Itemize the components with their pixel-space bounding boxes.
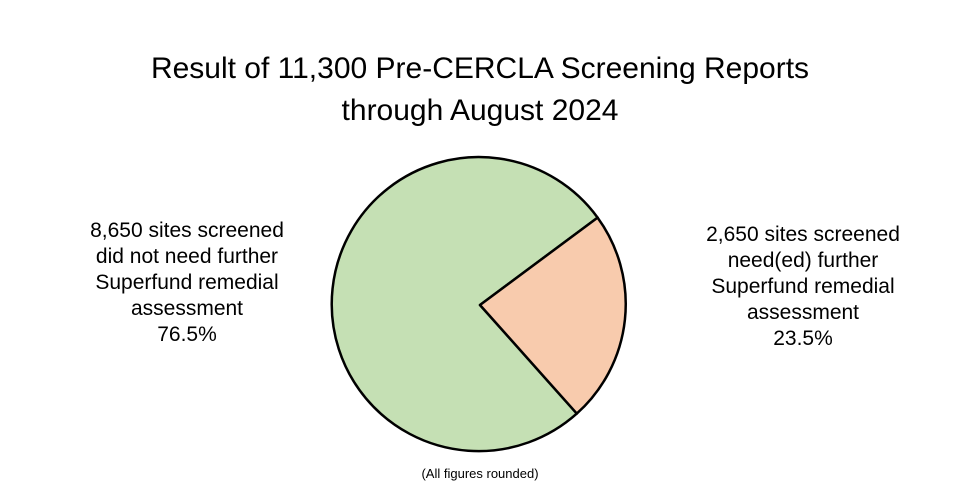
label-percent: 76.5% — [157, 323, 217, 346]
label-line: did not need further — [95, 245, 279, 268]
label-line: 8,650 sites screened — [90, 219, 284, 242]
label-line: 2,650 sites screened — [706, 223, 900, 246]
pie-slice-not-needed — [330, 155, 599, 453]
title-line-1: Result of 11,300 Pre-CERCLA Screening Re… — [150, 52, 810, 85]
slice-label-not-needed: 8,650 sites screened did not need furthe… — [62, 218, 312, 348]
title-line-2: through August 2024 — [341, 94, 619, 127]
slice-label-needed: 2,650 sites screened need(ed) further Su… — [678, 222, 928, 352]
rounding-note: (All figures rounded) — [421, 466, 539, 481]
label-percent: 23.5% — [773, 327, 833, 350]
label-line: assessment — [130, 297, 244, 320]
label-line: Superfund remedial — [95, 271, 279, 294]
label-line: Superfund remedial — [711, 275, 895, 298]
label-line: assessment — [746, 301, 860, 324]
label-line: need(ed) further — [727, 249, 879, 272]
chart-title: Result of 11,300 Pre-CERCLA Screening Re… — [0, 48, 960, 132]
pie-slice-needed — [478, 216, 627, 415]
